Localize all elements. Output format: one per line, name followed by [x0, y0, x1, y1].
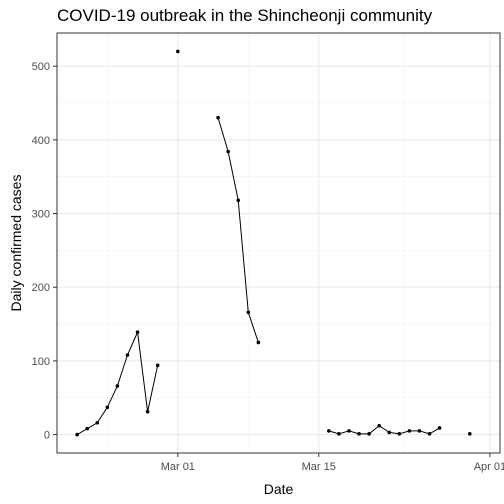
x-axis: Mar 01 Mar 15 Apr 01	[161, 453, 504, 473]
data-point	[155, 363, 160, 368]
y-tick-label: 400	[32, 135, 50, 147]
plot-border	[56, 32, 501, 454]
data-point	[145, 409, 150, 414]
x-tick-label: Mar 15	[302, 461, 336, 473]
x-tick-label: Mar 01	[161, 461, 195, 473]
data-point	[407, 429, 412, 433]
y-axis-title: Daily confirmed cases	[8, 175, 24, 312]
data-point	[467, 432, 472, 436]
data-point	[115, 384, 120, 388]
data-point	[347, 429, 351, 433]
y-tick-label: 200	[32, 282, 50, 294]
x-tick-label: Apr 01	[474, 461, 504, 473]
data-point	[397, 432, 402, 436]
data-point	[135, 330, 140, 334]
data-point	[226, 149, 230, 154]
data-point	[236, 198, 241, 203]
series-points	[75, 49, 472, 437]
data-point	[125, 353, 130, 357]
chart-title: COVID-19 outbreak in the Shincheonji com…	[57, 6, 433, 25]
y-tick-label: 0	[44, 430, 50, 442]
y-tick-label: 500	[32, 61, 50, 73]
data-point	[337, 432, 341, 436]
y-axis: 0 100 200 300 400 500	[32, 61, 57, 442]
data-point	[427, 432, 432, 436]
data-point	[85, 426, 90, 431]
y-tick-label: 300	[32, 209, 50, 221]
data-point	[75, 432, 79, 437]
data-point	[256, 340, 261, 345]
data-point	[95, 420, 100, 425]
data-point	[437, 426, 442, 430]
data-point	[176, 49, 180, 54]
data-point	[246, 310, 251, 315]
x-axis-title: Date	[264, 481, 294, 497]
plot-panel	[57, 33, 500, 453]
data-point	[105, 405, 110, 410]
grid-major	[57, 33, 500, 453]
data-point	[216, 115, 220, 120]
data-point	[367, 432, 371, 436]
grid-minor	[57, 33, 500, 453]
data-point	[327, 429, 331, 433]
data-point	[417, 429, 422, 433]
y-tick-label: 100	[32, 356, 50, 368]
data-point	[387, 430, 392, 435]
data-point	[357, 432, 361, 436]
data-point	[377, 423, 381, 428]
